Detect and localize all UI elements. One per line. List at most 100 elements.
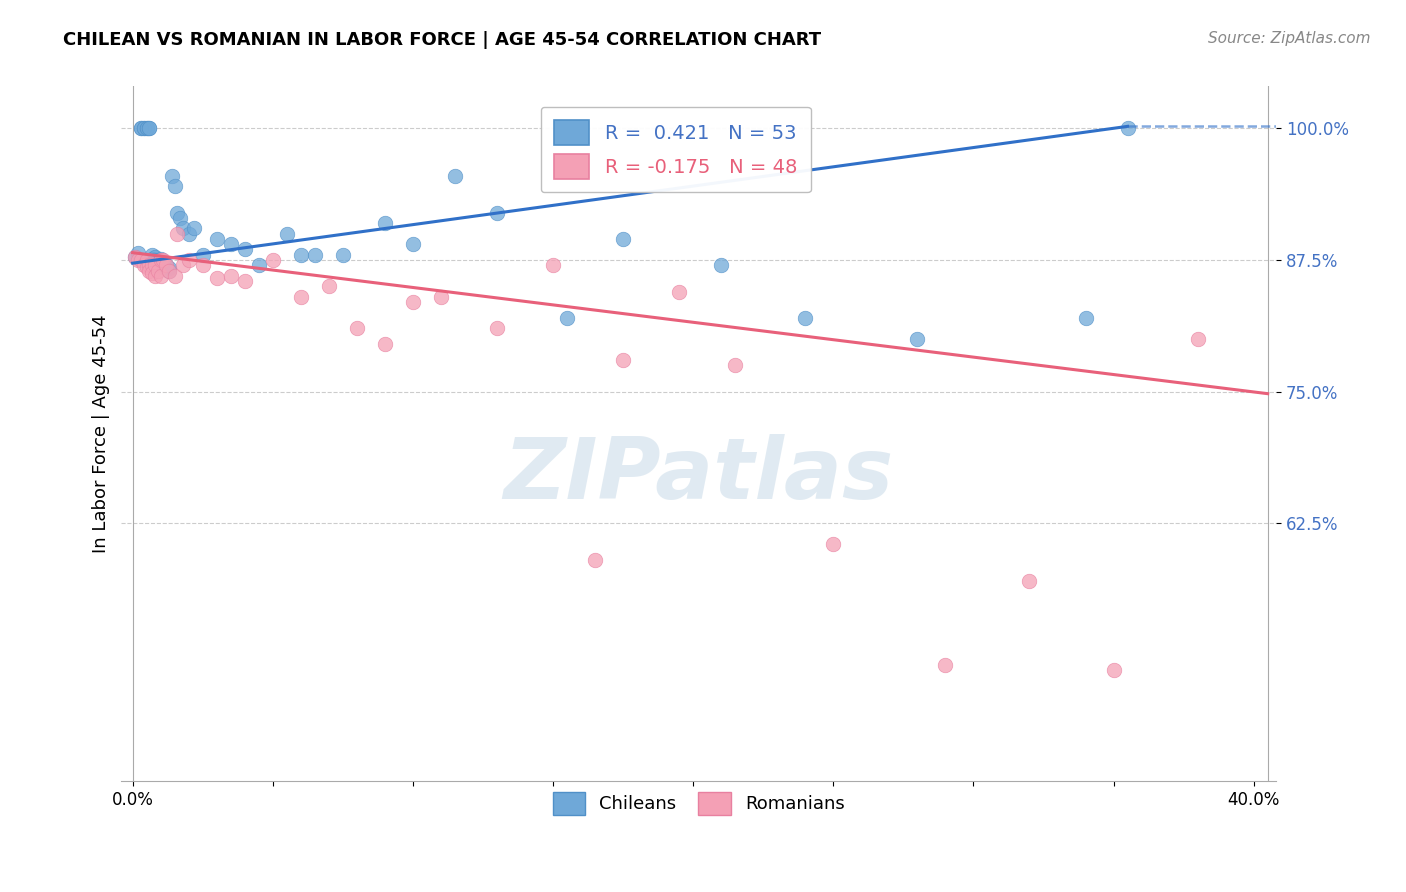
Point	[1116, 121, 1139, 136]
Point	[402, 237, 425, 252]
Point	[219, 268, 242, 283]
Point	[163, 268, 186, 283]
Point	[138, 258, 160, 272]
Point	[141, 253, 163, 268]
Point	[346, 321, 368, 335]
Point	[276, 227, 298, 241]
Point	[157, 261, 180, 276]
Point	[127, 253, 149, 268]
Point	[129, 121, 152, 136]
Point	[141, 252, 163, 266]
Point	[612, 232, 634, 246]
Point	[183, 221, 205, 235]
Point	[934, 658, 956, 673]
Point	[138, 263, 160, 277]
Text: Source: ZipAtlas.com: Source: ZipAtlas.com	[1208, 31, 1371, 46]
Point	[166, 227, 188, 241]
Point	[177, 253, 200, 268]
Point	[146, 253, 169, 268]
Point	[141, 266, 163, 280]
Legend: Chileans, Romanians: Chileans, Romanians	[544, 783, 853, 824]
Point	[135, 253, 157, 268]
Point	[485, 205, 508, 219]
Point	[155, 258, 177, 272]
Point	[157, 263, 180, 277]
Point	[1074, 310, 1097, 325]
Point	[374, 337, 396, 351]
Point	[135, 121, 157, 136]
Point	[143, 268, 166, 283]
Point	[157, 263, 180, 277]
Point	[905, 332, 928, 346]
Point	[155, 258, 177, 272]
Point	[146, 263, 169, 277]
Point	[233, 243, 256, 257]
Point	[724, 358, 747, 372]
Point	[374, 216, 396, 230]
Point	[823, 537, 845, 551]
Point	[247, 258, 270, 272]
Point	[141, 258, 163, 272]
Point	[555, 310, 578, 325]
Point	[219, 237, 242, 252]
Point	[124, 250, 146, 264]
Point	[132, 121, 155, 136]
Point	[149, 256, 172, 270]
Point	[149, 268, 172, 283]
Point	[668, 285, 690, 299]
Point	[177, 227, 200, 241]
Point	[710, 258, 733, 272]
Point	[152, 253, 174, 268]
Point	[138, 121, 160, 136]
Point	[149, 253, 172, 268]
Point	[304, 248, 326, 262]
Point	[205, 271, 228, 285]
Point	[541, 258, 564, 272]
Point	[583, 553, 606, 567]
Point	[163, 179, 186, 194]
Point	[191, 248, 214, 262]
Point	[1187, 332, 1209, 346]
Point	[444, 169, 467, 183]
Point	[318, 279, 340, 293]
Text: CHILEAN VS ROMANIAN IN LABOR FORCE | AGE 45-54 CORRELATION CHART: CHILEAN VS ROMANIAN IN LABOR FORCE | AGE…	[63, 31, 821, 49]
Point	[290, 290, 312, 304]
Point	[794, 310, 817, 325]
Point	[205, 232, 228, 246]
Point	[149, 252, 172, 266]
Point	[166, 205, 188, 219]
Point	[143, 256, 166, 270]
Point	[127, 245, 149, 260]
Point	[612, 353, 634, 368]
Point	[135, 260, 157, 275]
Point	[191, 258, 214, 272]
Point	[233, 274, 256, 288]
Text: ZIPatlas: ZIPatlas	[503, 434, 894, 516]
Point	[1102, 664, 1125, 678]
Point	[129, 253, 152, 268]
Point	[124, 250, 146, 264]
Y-axis label: In Labor Force | Age 45-54: In Labor Force | Age 45-54	[93, 314, 110, 553]
Point	[135, 121, 157, 136]
Point	[132, 121, 155, 136]
Point	[172, 258, 194, 272]
Point	[402, 295, 425, 310]
Point	[152, 258, 174, 272]
Point	[129, 121, 152, 136]
Point	[143, 250, 166, 264]
Point	[485, 321, 508, 335]
Point	[143, 258, 166, 272]
Point	[172, 221, 194, 235]
Point	[262, 253, 284, 268]
Point	[290, 248, 312, 262]
Point	[430, 290, 453, 304]
Point	[169, 211, 191, 225]
Point	[132, 258, 155, 272]
Point	[332, 248, 354, 262]
Point	[143, 253, 166, 268]
Point	[146, 258, 169, 272]
Point	[160, 169, 183, 183]
Point	[152, 260, 174, 275]
Point	[1018, 574, 1040, 588]
Point	[138, 121, 160, 136]
